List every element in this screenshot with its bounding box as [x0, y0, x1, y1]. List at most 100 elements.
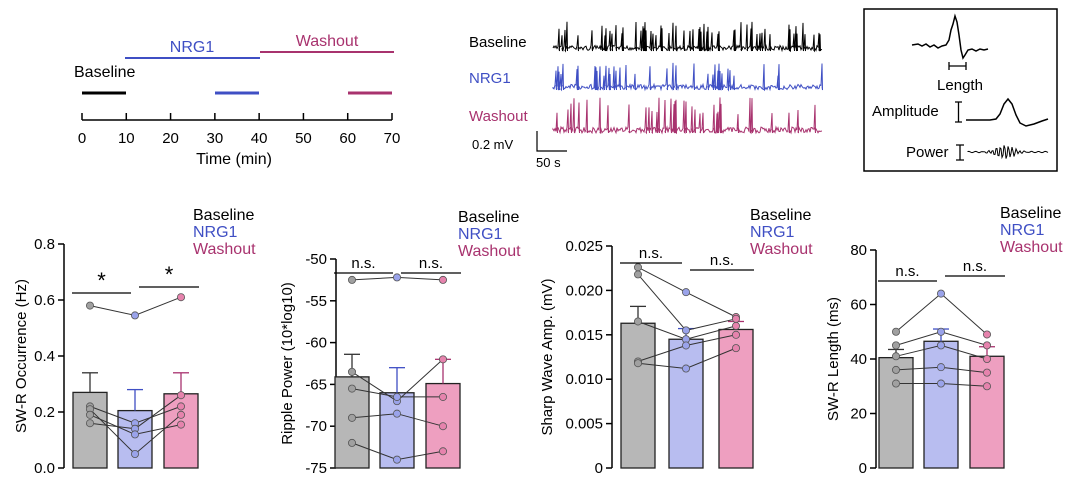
data-point [176, 410, 185, 419]
data-point [176, 402, 185, 411]
y-axis-label: Ripple Power (10*log10) [279, 282, 296, 445]
legend-entry-washout: Washout [1000, 239, 1063, 256]
inset-power-label: Power [906, 144, 949, 161]
legend-entry-baseline: Baseline [458, 209, 519, 226]
time-tick-label: 10 [118, 130, 135, 147]
timeline-panel: NRG1 Washout Baseline 0 10 20 30 40 50 60 70 Ti… [74, 33, 400, 168]
data-point [438, 447, 447, 456]
data-point [983, 368, 992, 377]
data-point [937, 289, 946, 298]
inset-frame [863, 8, 1058, 172]
data-point [130, 311, 139, 320]
y-axis-label: SW-R Occurrence (Hz) [13, 279, 30, 433]
inset-panel: Length Amplitude Power [863, 8, 1058, 172]
data-point [892, 379, 901, 388]
bar-washout [163, 393, 199, 469]
significance-label: n.s. [351, 255, 375, 272]
y-tick-label: 80 [850, 242, 867, 259]
data-point [392, 455, 401, 464]
trace-label-baseline: Baseline [469, 34, 527, 51]
y-tick-label: -65 [305, 376, 327, 393]
data-point [347, 367, 356, 376]
data-point [347, 275, 356, 284]
y-tick-label: 0.0 [34, 460, 55, 477]
washout-period-label: Washout [296, 33, 359, 50]
data-point [732, 330, 741, 339]
inset-power-bracket [956, 144, 964, 161]
time-tick-label: 60 [339, 130, 356, 147]
paired-line [637, 274, 737, 331]
scale-bar [536, 131, 567, 152]
data-point [983, 354, 992, 363]
data-point [682, 364, 691, 373]
scale-bar-voltage: 0.2 mV [472, 137, 514, 152]
trace-baseline [552, 21, 823, 53]
significance-label: n.s. [639, 245, 663, 262]
time-tick-label: 70 [384, 130, 401, 147]
data-point [392, 392, 401, 401]
data-point [937, 363, 946, 372]
y-tick-label: 0.010 [565, 371, 603, 388]
trace-nrg1 [552, 62, 823, 92]
legend-entry-washout: Washout [458, 243, 521, 260]
data-point [392, 409, 401, 418]
bar-nrg1 [379, 392, 415, 469]
legend-entry-nrg1: NRG1 [193, 224, 238, 241]
y-tick-label: 0.015 [565, 327, 603, 344]
inset-sharp-wave-trace [911, 13, 989, 60]
legend-entry-nrg1: NRG1 [458, 226, 503, 243]
legend-entry-washout: Washout [193, 241, 256, 258]
y-tick-label: 0.020 [565, 282, 603, 299]
inset-length-label: Length [937, 77, 983, 94]
data-point [682, 326, 691, 335]
y-tick-label: -55 [305, 293, 327, 310]
inset-amplitude-label: Amplitude [872, 103, 939, 120]
data-point [86, 410, 95, 419]
time-tick-label: 40 [251, 130, 268, 147]
data-point [176, 293, 185, 302]
data-point [176, 420, 185, 429]
time-tick-label: 20 [162, 130, 179, 147]
y-tick-label: 0.2 [34, 404, 55, 421]
data-point [682, 288, 691, 297]
bar-nrg1 [668, 338, 704, 469]
data-point [682, 341, 691, 350]
legend-entry-washout: Washout [750, 241, 813, 258]
time-tick-label: 30 [207, 130, 224, 147]
scale-bar-time: 50 s [536, 155, 561, 170]
y-tick-label: 60 [850, 297, 867, 314]
bar-chart-panel-2: -75 -70 -65 -60 -55 -50 Ripple Power (10*log10… [279, 209, 521, 477]
significance-label: n.s. [895, 263, 919, 280]
trace-label-nrg1: NRG1 [469, 70, 511, 87]
data-point [983, 382, 992, 391]
legend-entry-nrg1: NRG1 [750, 224, 795, 241]
significance-label: n.s. [710, 252, 734, 269]
data-point [634, 263, 643, 272]
trace-label-washout: Washout [469, 108, 528, 125]
data-point [892, 327, 901, 336]
data-point [438, 392, 447, 401]
data-point [438, 422, 447, 431]
y-tick-label: -75 [305, 460, 327, 477]
legend-entry-baseline: Baseline [750, 207, 811, 224]
data-point [983, 330, 992, 339]
y-tick-label: 0 [595, 460, 603, 477]
data-point [86, 301, 95, 310]
trace-washout [552, 97, 822, 135]
data-point [176, 391, 185, 400]
bar-charts: 0.0 0.2 0.4 0.6 0.8 SW-R Occurrence (Hz) * * Bas… [13, 205, 1063, 477]
y-tick-label: 0.6 [34, 292, 55, 309]
data-point [983, 341, 992, 350]
y-tick-label: -60 [305, 335, 327, 352]
data-point [130, 430, 139, 439]
data-point [892, 352, 901, 361]
data-point [438, 355, 447, 364]
significance-label: n.s. [963, 258, 987, 275]
data-point [634, 317, 643, 326]
bar-baseline [620, 322, 656, 469]
legend-entry-nrg1: NRG1 [1000, 222, 1045, 239]
nrg1-period-label: NRG1 [170, 39, 215, 56]
data-point [130, 449, 139, 458]
inset-length-bracket [948, 62, 967, 70]
